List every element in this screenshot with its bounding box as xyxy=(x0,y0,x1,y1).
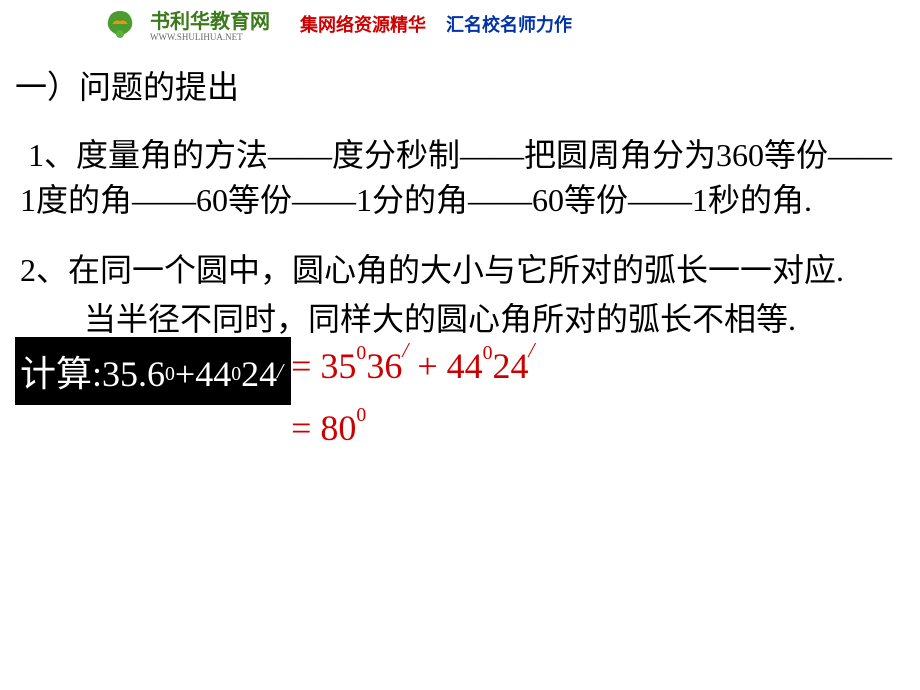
slogan-red: 集网络资源精华 xyxy=(300,11,426,37)
calc-lhs-plus: + xyxy=(175,353,195,395)
item-2: 2、在同一个圆中，圆心角的大小与它所对的弧长一一对应. xyxy=(20,248,900,293)
item-1: 1、度量角的方法——度分秒制——把圆周角分为360等份——1度的角——60等份—… xyxy=(20,133,900,223)
calc-lhs-b: 44 xyxy=(195,353,231,395)
slogan-blue: 汇名校名师力作 xyxy=(446,11,572,37)
calc-lhs-sup-b: 0 xyxy=(231,363,241,386)
rhs2-val: 80 xyxy=(320,408,356,448)
rhs1-b-prime: / xyxy=(402,338,408,362)
calc-lhs-a: 35.6 xyxy=(102,353,165,395)
rhs1-a-sup: 0 xyxy=(356,342,366,364)
calc-label: 计算: xyxy=(20,345,102,397)
calc-rhs-container: = 35036/ + 44024/ = 800 xyxy=(291,337,534,449)
header-banner: 书利华教育网 WWW.SHULIHUA.NET 集网络资源精华 汇名校名师力作 xyxy=(0,0,920,47)
calc-lhs-sup-a: 0 xyxy=(165,363,175,386)
rhs1-d: 24 xyxy=(493,346,529,386)
rhs1-plus: + xyxy=(408,346,446,386)
site-name-block: 书利华教育网 WWW.SHULIHUA.NET xyxy=(150,5,270,42)
calc-lhs-c: 24 xyxy=(241,353,277,395)
item-2-sub: 当半径不同时，同样大的圆心角所对的弧长不相等. xyxy=(20,297,900,342)
rhs2-eq: = xyxy=(291,408,320,448)
calculation-block: 计算:35.60 + 44024/ = 35036/ + 44024/ = 80… xyxy=(15,337,900,449)
rhs1-eq: = xyxy=(291,346,320,386)
rhs1-c-sup: 0 xyxy=(483,342,493,364)
rhs2-sup: 0 xyxy=(356,404,366,426)
site-logo-icon xyxy=(100,6,140,41)
site-name-cn: 书利华教育网 xyxy=(150,5,270,34)
section-title: 一）问题的提出 xyxy=(15,62,900,108)
rhs1-c: 44 xyxy=(447,346,483,386)
content-area: 一）问题的提出 1、度量角的方法——度分秒制——把圆周角分为360等份——1度的… xyxy=(0,47,920,464)
calc-lhs: 计算:35.60 + 44024/ xyxy=(15,337,291,405)
calc-lhs-prime: / xyxy=(277,359,283,384)
rhs1-d-prime: / xyxy=(529,338,535,362)
calc-rhs-line2: = 800 xyxy=(291,407,534,449)
calc-rhs-line1: = 35036/ + 44024/ xyxy=(291,337,534,387)
site-name-en: WWW.SHULIHUA.NET xyxy=(150,32,270,42)
rhs1-b: 36 xyxy=(366,346,402,386)
rhs1-a: 35 xyxy=(320,346,356,386)
